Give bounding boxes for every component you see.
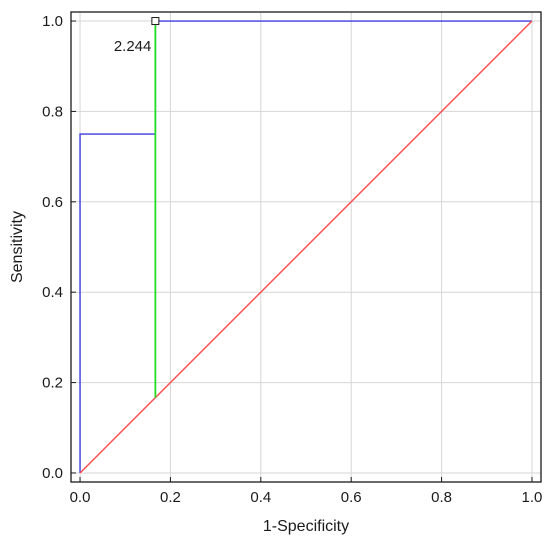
x-tick-label: 1.0 [522, 489, 543, 506]
reference-diagonal-line [79, 20, 533, 474]
y-tick-label: 0.8 [42, 103, 63, 120]
plot-frame [70, 11, 542, 483]
y-tick-label: 0.2 [42, 375, 63, 392]
x-tick-label: 0.4 [250, 489, 271, 506]
annotations: 2.244 [114, 17, 160, 55]
y-axis: 0.0 0.2 0.4 0.6 0.8 1.0 [42, 13, 76, 482]
series-group [79, 20, 533, 474]
y-tick-label: 1.0 [42, 13, 63, 30]
x-tick-label: 0.6 [341, 489, 362, 506]
cutoff-label: 2.244 [114, 38, 152, 55]
x-axis-title: 1-Specificity [263, 518, 349, 535]
x-axis: 0.0 0.2 0.4 0.6 0.8 1.0 [70, 477, 543, 506]
y-axis-title: Sensitivity [9, 211, 26, 283]
x-tick-label: 0.2 [160, 489, 181, 506]
grid [71, 12, 541, 482]
y-tick-label: 0.0 [42, 465, 63, 482]
x-tick-label: 0.8 [431, 489, 452, 506]
cutoff-marker [151, 17, 160, 26]
y-tick-label: 0.4 [42, 284, 63, 301]
y-tick-label: 0.6 [42, 194, 63, 211]
x-tick-label: 0.0 [70, 489, 91, 506]
